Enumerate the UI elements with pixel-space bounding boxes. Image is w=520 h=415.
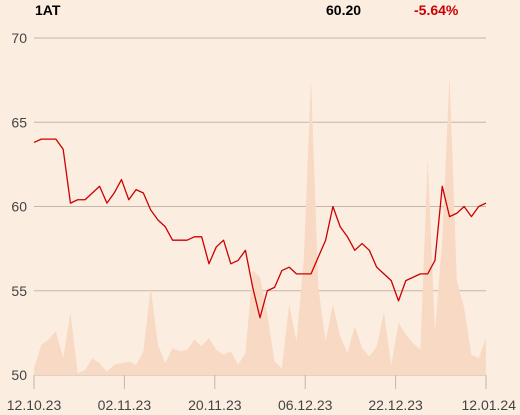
last-price: 60.20 — [326, 2, 362, 18]
x-tick-label: 02.11.23 — [98, 397, 152, 413]
x-tick-label: 06.12.23 — [278, 397, 333, 413]
y-tick-label: 50 — [11, 367, 27, 383]
ticker-symbol: 1AT — [35, 2, 61, 18]
y-tick-label: 55 — [11, 283, 27, 299]
axis-layer: 50 55 60 65 70 12.10.23 02.11.23 20.11.23 06.12.… — [7, 30, 516, 413]
y-tick-label: 65 — [11, 114, 27, 130]
price-change: -5.64% — [414, 2, 459, 18]
y-tick-label: 70 — [11, 30, 27, 46]
line-layer — [33, 138, 487, 319]
volume-area — [34, 75, 486, 375]
price-line — [33, 138, 487, 319]
y-tick-label: 60 — [11, 199, 27, 215]
volume-layer — [34, 75, 486, 375]
x-tick-label: 22.12.23 — [368, 397, 423, 413]
x-tick-label: 12.01.24 — [462, 397, 517, 413]
x-tick-label: 20.11.23 — [188, 397, 242, 413]
x-tick-label: 12.10.23 — [7, 397, 62, 413]
